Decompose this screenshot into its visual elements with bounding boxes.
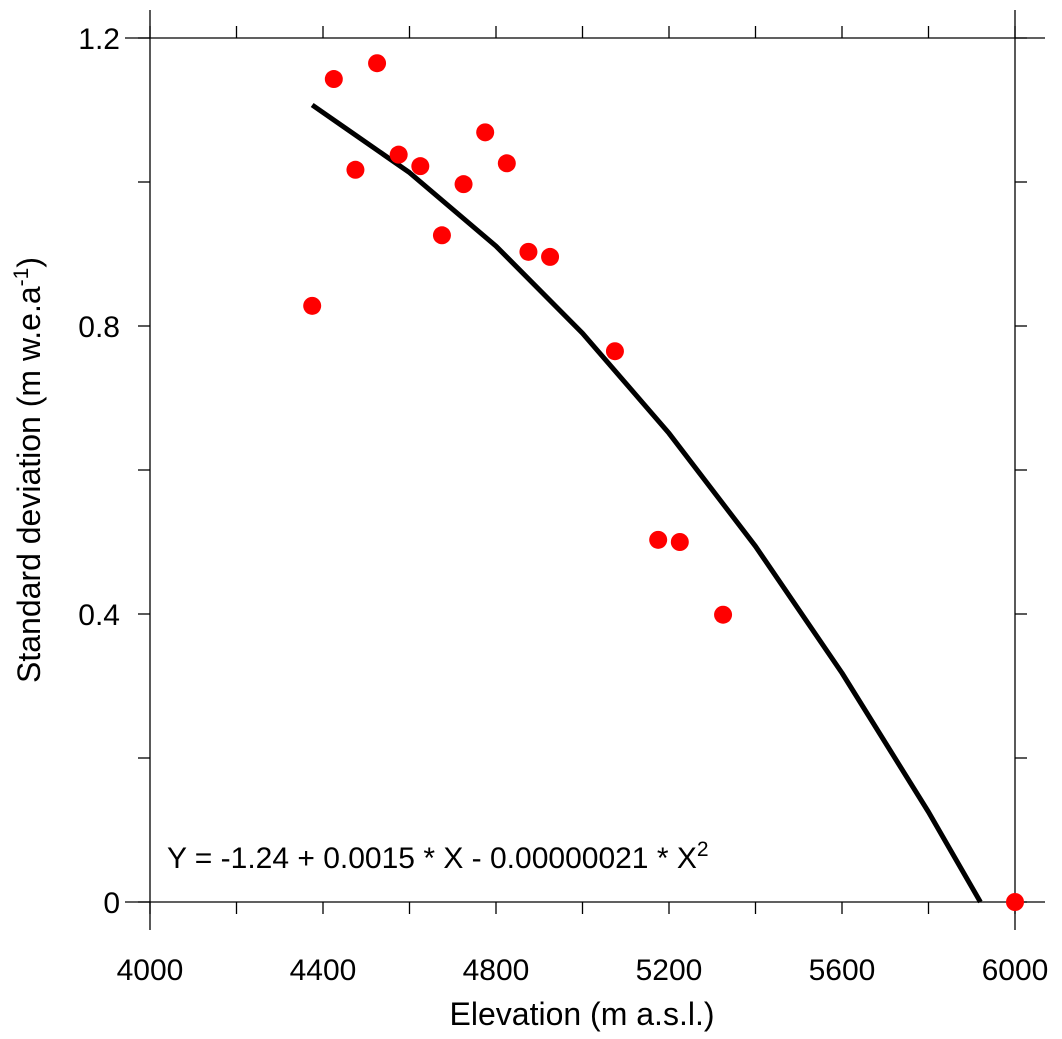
data-point (670, 533, 689, 551)
x-tick-label: 4000 (117, 954, 184, 987)
data-point (346, 160, 365, 179)
x-tick-label: 5600 (809, 954, 876, 987)
data-point (497, 154, 516, 173)
data-point (519, 242, 538, 261)
equation-label: Y = -1.24 + 0.0015 * X - 0.00000021 * X2 (167, 838, 709, 875)
data-point (714, 605, 733, 624)
data-point (454, 175, 473, 194)
data-point (649, 530, 668, 549)
x-tick-label: 4800 (463, 954, 530, 987)
x-axis-title: Elevation (m a.s.l.) (450, 996, 715, 1032)
data-point (1006, 893, 1024, 911)
x-tick-label: 4400 (290, 954, 357, 987)
data-point (432, 226, 451, 245)
fit-curve (310, 102, 983, 904)
data-point (541, 247, 560, 266)
data-point (389, 145, 408, 164)
y-tick-label: 0.4 (78, 599, 120, 632)
y-axis-title: Standard deviation (m w.e.a-1) (10, 257, 47, 683)
data-point (303, 296, 322, 315)
y-tick-label: 0 (103, 887, 120, 920)
data-point (368, 54, 387, 73)
y-tick-label: 0.8 (78, 311, 120, 344)
y-tick-label: 1.2 (78, 23, 120, 56)
data-point (324, 70, 343, 89)
data-point (411, 157, 430, 176)
plot-frame (125, 10, 1045, 930)
data-point (476, 123, 495, 142)
x-tick-label: 5200 (636, 954, 703, 987)
data-point (605, 342, 624, 361)
x-tick-label: 6000 (982, 954, 1049, 987)
